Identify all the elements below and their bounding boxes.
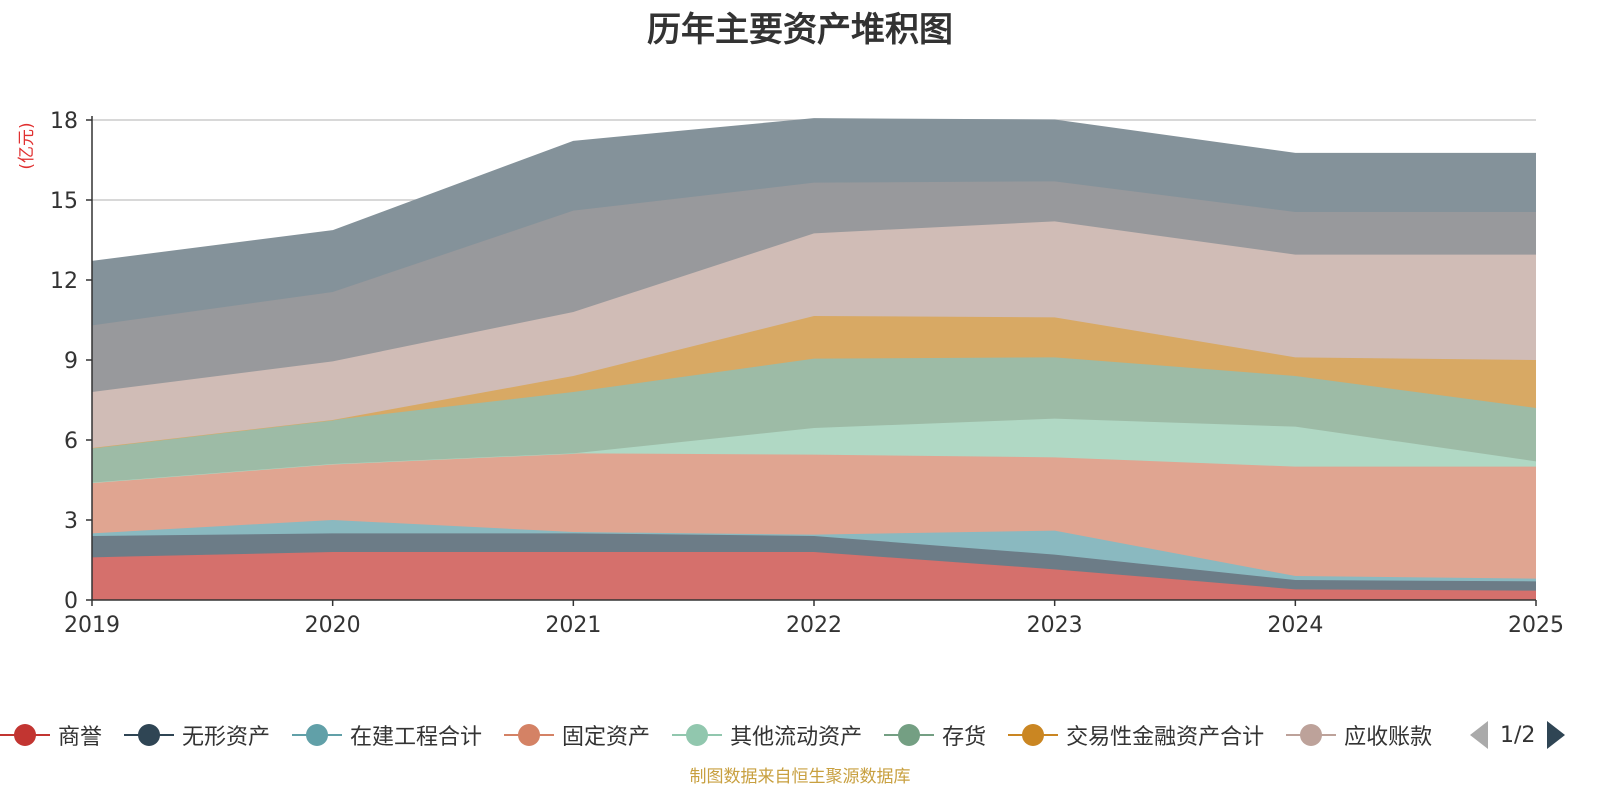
axes: 0 3 6 9 12 15 18 2019 2020 2021 2022 2023 2024 2025 bbox=[50, 109, 1564, 638]
area-series-6 bbox=[92, 316, 1536, 448]
y-tick-label: 3 bbox=[64, 509, 78, 534]
legend-marker-icon bbox=[1286, 723, 1337, 747]
legend-item[interactable]: 在建工程合计 bbox=[292, 718, 482, 752]
legend-label: 其他流动资产 bbox=[730, 725, 863, 750]
x-tick-label: 2024 bbox=[1267, 613, 1323, 638]
legend-item[interactable]: 交易性金融资产合计 bbox=[1008, 718, 1264, 752]
area-series-0 bbox=[92, 552, 1536, 600]
x-tick-label: 2022 bbox=[786, 613, 842, 638]
legend-label: 交易性金融资产合计 bbox=[1066, 725, 1265, 750]
y-tick-label: 15 bbox=[50, 189, 78, 214]
legend-marker-icon bbox=[0, 723, 50, 747]
area-series-5 bbox=[92, 357, 1536, 483]
y-tick-label: 0 bbox=[64, 589, 78, 614]
legend-label: 固定资产 bbox=[562, 725, 651, 750]
legend-marker-icon bbox=[504, 723, 555, 747]
x-tick-label: 2019 bbox=[64, 613, 120, 638]
legend-next-page-icon[interactable] bbox=[1547, 721, 1566, 749]
area-series-9 bbox=[92, 118, 1536, 326]
y-tick-label: 12 bbox=[50, 269, 78, 294]
legend-item[interactable]: 其他流动资产 bbox=[672, 718, 862, 752]
legend-pager: 1/2 bbox=[1470, 718, 1566, 752]
legend-item[interactable]: 存货 bbox=[884, 718, 986, 752]
legend-item[interactable]: 商誉 bbox=[0, 718, 102, 752]
legend-label: 在建工程合计 bbox=[350, 725, 483, 750]
legend-label: 应收账款 bbox=[1344, 725, 1433, 750]
y-tick-label: 18 bbox=[50, 109, 78, 134]
y-tick-label: 6 bbox=[64, 429, 78, 454]
area-series-3 bbox=[92, 453, 1536, 579]
legend-label: 商誉 bbox=[58, 725, 103, 750]
legend-label: 无形资产 bbox=[182, 725, 271, 750]
chart-plot: 0 3 6 9 12 15 18 2019 2020 2021 2022 2023 2024 2025 (… bbox=[17, 109, 1564, 638]
legend-page-indicator: 1/2 bbox=[1500, 722, 1536, 748]
area-edge-8 bbox=[91, 180, 1536, 326]
area-series-1 bbox=[92, 533, 1536, 591]
legend-marker-icon bbox=[672, 723, 723, 747]
area-series-4 bbox=[92, 418, 1536, 483]
legend-items: 商誉 无形资产 在建工程合计 固定资产 其他流动资产 存货 交易性金融资产合计 应收账款 bbox=[0, 718, 1462, 752]
legend-item[interactable]: 无形资产 bbox=[124, 718, 270, 752]
area-series-2 bbox=[92, 520, 1536, 582]
y-axis-unit-label: (亿元) bbox=[17, 122, 37, 169]
x-tick-label: 2021 bbox=[545, 613, 601, 638]
legend-label: 存货 bbox=[942, 725, 987, 750]
x-tick-label: 2020 bbox=[305, 613, 361, 638]
area-layer bbox=[91, 118, 1537, 600]
legend-item[interactable]: 固定资产 bbox=[504, 718, 650, 752]
area-edge-9 bbox=[91, 118, 1536, 262]
x-tick-label: 2025 bbox=[1508, 613, 1564, 638]
legend-marker-icon bbox=[884, 723, 935, 747]
source-note: 制图数据来自恒生聚源数据库 bbox=[689, 767, 911, 787]
area-series-7 bbox=[92, 221, 1536, 448]
legend-marker-icon bbox=[124, 723, 175, 747]
chart-title: 历年主要资产堆积图 bbox=[647, 10, 953, 50]
legend-item[interactable]: 应收账款 bbox=[1286, 718, 1432, 752]
y-tick-label: 9 bbox=[64, 349, 78, 374]
area-series-8 bbox=[92, 181, 1536, 392]
legend-marker-icon bbox=[1008, 723, 1059, 747]
legend-prev-page-icon[interactable] bbox=[1470, 721, 1488, 749]
x-tick-label: 2023 bbox=[1027, 613, 1083, 638]
legend: 商誉 无形资产 在建工程合计 固定资产 其他流动资产 存货 交易性金融资产合计 应收账款 1/… bbox=[0, 718, 1600, 752]
legend-marker-icon bbox=[292, 723, 343, 747]
